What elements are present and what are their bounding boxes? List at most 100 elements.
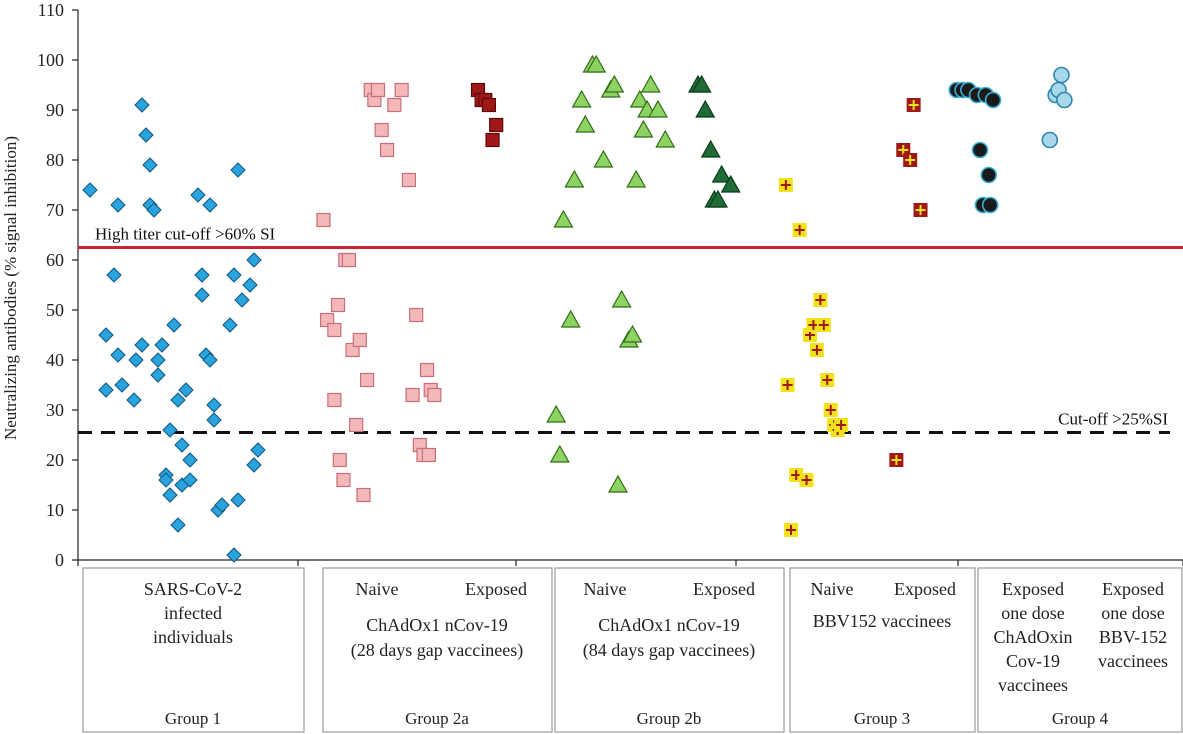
g1-point (226, 267, 242, 283)
g1-point (178, 382, 194, 398)
g2a_naive-point (394, 82, 409, 98)
g2a_naive-point (352, 332, 367, 348)
g2b_naive-point (655, 129, 676, 148)
g2b_exposed-point (695, 99, 716, 118)
group-4-right-text-1: Exposed (1102, 579, 1164, 599)
y-tick-label: 90 (46, 100, 64, 120)
g1-point (82, 182, 98, 198)
g1-point (150, 367, 166, 383)
g1-point (202, 352, 218, 368)
g2a_naive-point (356, 487, 371, 503)
g2b_naive-point (593, 149, 614, 168)
g2b_naive-point (560, 309, 581, 328)
g2b_naive-point (629, 89, 650, 108)
g2a_naive-point (341, 252, 357, 268)
g1-point (190, 187, 206, 203)
high-titer-cutoff-label: High titer cut-off >60% SI (95, 225, 276, 244)
g3_naive-point (834, 418, 849, 432)
group-2b-text-2: (84 days gap vaccinees) (583, 640, 755, 661)
g1-point (128, 352, 144, 368)
g2b_naive-point (640, 74, 661, 93)
g2b_naive-point (647, 99, 669, 118)
g4_chadox-point (981, 196, 999, 214)
g2a_naive-point (387, 97, 402, 113)
cutoff-label: Cut-off >25%SI (1058, 410, 1168, 429)
g1-point (182, 452, 198, 468)
group-2a-label: Group 2a (405, 709, 469, 728)
y-tick-label: 60 (46, 250, 64, 270)
g1-point (158, 472, 174, 488)
group-2b-label: Group 2b (637, 709, 702, 728)
group-1-text-2: infected (164, 603, 222, 623)
g3_naive-point (780, 378, 795, 392)
g1-point (98, 382, 114, 398)
group-3-naive: Naive (811, 579, 854, 599)
g1-point (246, 252, 262, 268)
g1-point (138, 127, 154, 143)
group-4-left-text-3: ChAdOxin (993, 627, 1072, 647)
g3_exposed-point (903, 153, 918, 167)
g4_chadox-point (971, 141, 989, 159)
g2a_naive-point (327, 322, 342, 338)
group-2b-box (554, 567, 785, 733)
g2b_naive-point (611, 289, 632, 308)
g3_naive-point (823, 403, 838, 417)
y-tick-label: 20 (46, 450, 64, 470)
g4_bbv-point (1041, 131, 1059, 149)
group-4-left-text-1: Exposed (1002, 579, 1064, 599)
g1-point (170, 392, 186, 408)
group-4-box (977, 567, 1183, 733)
g2a_naive-point (421, 447, 437, 463)
g2b_naive-point (586, 54, 607, 73)
y-tick-label: 10 (46, 500, 64, 520)
g2a_naive-point (405, 387, 420, 403)
g2b_naive-point (626, 169, 647, 188)
group-1-text-3: individuals (153, 627, 233, 647)
g1-point (146, 202, 162, 218)
g1-point (230, 492, 246, 508)
g2b_exposed-point (700, 139, 721, 158)
g2b_naive-point (575, 114, 596, 133)
g3_naive-point (792, 223, 807, 237)
g2b_exposed-point (720, 174, 741, 193)
g1-point (230, 162, 246, 178)
group-4-left-text-4: Cov-19 (1006, 651, 1060, 671)
group-2a-naive: Naive (356, 579, 399, 599)
g1-point (174, 437, 190, 453)
group-3-box (789, 567, 976, 733)
g2a_naive-point (330, 297, 346, 313)
group-4-right-text-3: BBV-152 (1099, 627, 1167, 647)
g1-point (134, 97, 150, 113)
g1-point (150, 352, 166, 368)
g2b_naive-point (607, 474, 629, 493)
g2b_naive-point (622, 324, 643, 343)
g1-point (194, 267, 210, 283)
g1-point (234, 292, 250, 308)
reference-lines: High titer cut-off >60% SI Cut-off >25%S… (78, 225, 1183, 434)
y-axis: 0 10 20 30 40 50 60 70 80 90 100 110 (37, 0, 1183, 570)
g4_chadox-point (984, 91, 1002, 109)
g1-point (250, 442, 266, 458)
group-4-right-text-2: one dose (1101, 603, 1164, 623)
g2b_naive-point (549, 444, 570, 463)
group-boxes (82, 567, 1183, 733)
g2a_naive-point (409, 307, 424, 323)
y-tick-label: 110 (38, 0, 64, 20)
group-3-text-1: BBV152 vaccinees (813, 611, 951, 631)
g2a_naive-point (401, 172, 417, 188)
g2a_exposed-point (481, 97, 497, 113)
g3_naive-point (778, 178, 793, 192)
g3_exposed-point (906, 98, 921, 112)
g4_chadox-point (980, 166, 998, 184)
group-4-left-text-5: vaccinees (998, 675, 1068, 695)
g2a_exposed-point (485, 132, 500, 148)
g2b_naive-point (553, 209, 574, 228)
g1-point (98, 327, 114, 343)
group-1-text-1: SARS-CoV-2 (144, 579, 242, 599)
g2a_naive-point (379, 142, 395, 158)
g1-point (110, 197, 126, 213)
g1-point (110, 347, 126, 363)
group-3-exposed: Exposed (894, 579, 956, 599)
group-2b-text-1: ChAdOx1 nCov-19 (598, 615, 740, 635)
g1-point (166, 317, 182, 333)
